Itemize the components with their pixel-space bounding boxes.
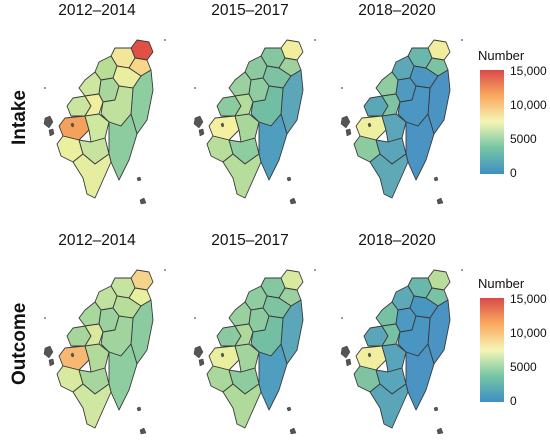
islet-dot xyxy=(44,317,46,319)
map-region xyxy=(375,71,399,97)
legend-label-15000: 15,000 xyxy=(510,64,547,78)
offshore-island xyxy=(345,128,352,137)
map-region xyxy=(222,153,262,199)
islet-dot xyxy=(314,269,316,271)
offshore-island xyxy=(367,122,372,128)
offshore-island xyxy=(436,427,444,435)
offshore-island xyxy=(139,427,147,435)
offshore-island xyxy=(70,122,75,128)
offshore-island xyxy=(136,176,142,182)
offshore-island xyxy=(198,358,205,367)
islet-dot xyxy=(341,87,343,89)
offshore-island xyxy=(198,128,205,137)
offshore-island xyxy=(136,406,142,412)
offshore-island xyxy=(43,345,54,359)
map-region xyxy=(258,343,288,411)
offshore-island xyxy=(289,197,297,205)
offshore-island xyxy=(433,406,439,412)
islet-dot xyxy=(461,269,463,271)
map-region xyxy=(369,153,409,199)
legend-label-10000: 10,000 xyxy=(510,326,547,340)
offshore-island xyxy=(220,122,225,128)
map-region xyxy=(228,301,252,327)
map-region xyxy=(405,343,435,411)
period-label: 2018–2020 xyxy=(358,232,436,249)
map-region xyxy=(222,383,262,429)
map-region xyxy=(78,301,102,327)
legend-colorbar xyxy=(480,70,504,174)
legend-title: Number xyxy=(478,276,525,291)
map-intake-2012-2014 xyxy=(43,39,166,205)
map-region xyxy=(72,153,112,199)
offshore-island xyxy=(48,358,55,367)
map-region xyxy=(78,71,102,97)
islet-dot xyxy=(314,39,316,41)
period-label: 2012–2014 xyxy=(58,232,136,249)
islet-dot xyxy=(44,87,46,89)
legend-label-0: 0 xyxy=(510,394,517,408)
offshore-island xyxy=(193,345,204,359)
period-label: 2018–2020 xyxy=(358,2,436,19)
map-region xyxy=(375,301,399,327)
map-region xyxy=(72,383,112,429)
legend-label-5000: 5000 xyxy=(510,132,537,146)
map-region xyxy=(258,113,288,181)
offshore-island xyxy=(433,176,439,182)
offshore-island xyxy=(340,345,351,359)
islet-dot xyxy=(194,317,196,319)
offshore-island xyxy=(286,176,292,182)
map-region xyxy=(228,71,252,97)
offshore-island xyxy=(286,406,292,412)
map-region xyxy=(369,383,409,429)
offshore-island xyxy=(436,197,444,205)
map-region xyxy=(405,113,435,181)
islet-dot xyxy=(164,39,166,41)
map-region xyxy=(108,113,138,181)
islet-dot xyxy=(341,317,343,319)
offshore-island xyxy=(70,352,75,358)
map-intake-2015-2017 xyxy=(193,39,316,205)
legend-label-0: 0 xyxy=(510,166,517,180)
period-label: 2015–2017 xyxy=(211,2,289,19)
offshore-island xyxy=(340,115,351,129)
map-region xyxy=(108,343,138,411)
period-label: 2012–2014 xyxy=(58,2,136,19)
period-label: 2015–2017 xyxy=(211,232,289,249)
offshore-island xyxy=(43,115,54,129)
legend-label-10000: 10,000 xyxy=(510,98,547,112)
map-outcome-2018-2020 xyxy=(340,269,463,435)
map-outcome-2015-2017 xyxy=(193,269,316,435)
islet-dot xyxy=(164,269,166,271)
islet-dot xyxy=(461,39,463,41)
offshore-island xyxy=(345,358,352,367)
offshore-island xyxy=(139,197,147,205)
offshore-island xyxy=(193,115,204,129)
offshore-island xyxy=(367,352,372,358)
offshore-island xyxy=(48,128,55,137)
map-intake-2018-2020 xyxy=(340,39,463,205)
map-outcome-2012-2014 xyxy=(43,269,166,435)
legend-title: Number xyxy=(478,48,525,63)
offshore-island xyxy=(289,427,297,435)
islet-dot xyxy=(194,87,196,89)
legend-label-15000: 15,000 xyxy=(510,292,547,306)
legend-colorbar xyxy=(480,298,504,402)
legend-label-5000: 5000 xyxy=(510,360,537,374)
offshore-island xyxy=(220,352,225,358)
